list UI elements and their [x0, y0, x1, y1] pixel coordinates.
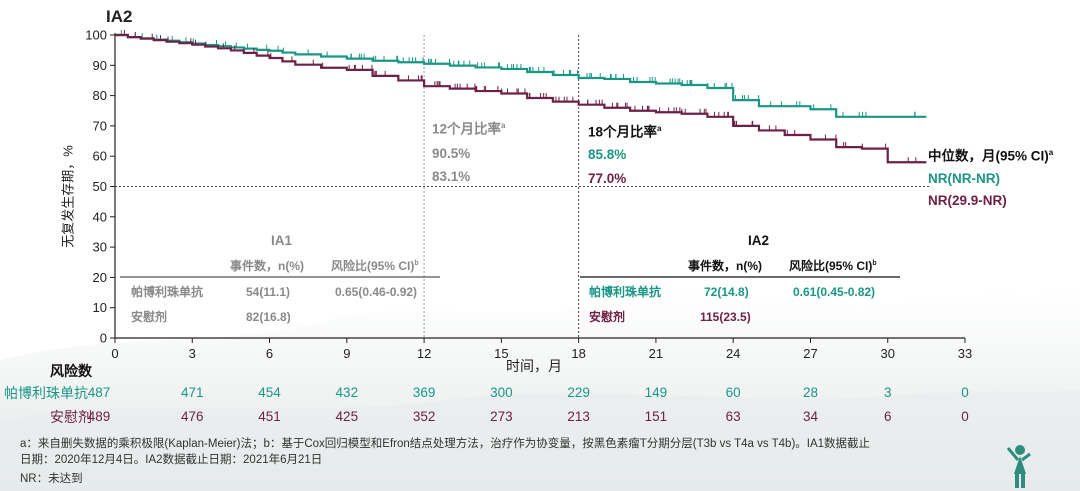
y-tick-label: 60 [93, 149, 107, 164]
risk-table-title: 风险数 [50, 363, 92, 379]
ia1-row2-arm: 安慰剂 [131, 310, 168, 324]
median-placebo: NR(29.9-NR) [928, 193, 1007, 208]
x-tick-label: 15 [494, 346, 508, 361]
risk-cell-pembro: 487 [87, 385, 111, 400]
risk-cell-placebo: 476 [181, 409, 204, 424]
risk-cell-placebo: 451 [258, 409, 281, 424]
risk-cell-pembro: 60 [725, 385, 741, 400]
x-tick-label: 12 [417, 346, 431, 361]
ia1-col-hr: 风险比(95% CI)b [331, 259, 419, 273]
chart-title: IA2 [106, 7, 133, 26]
figure-silhouette-icon [1006, 445, 1031, 488]
risk-cell-placebo: 34 [802, 409, 818, 424]
x-tick-label: 30 [880, 346, 894, 361]
x-tick-label: 6 [266, 346, 273, 361]
km-curve-pembro [115, 33, 927, 118]
y-tick-label: 50 [93, 179, 107, 194]
risk-row-placebo-label: 安慰剂 [50, 409, 92, 425]
risk-row-pembro-label: 帕博利珠单抗 [4, 385, 88, 401]
x-tick-label: 0 [111, 346, 118, 361]
y-tick-label: 30 [93, 240, 107, 255]
x-tick-label: 21 [649, 346, 663, 361]
risk-cell-pembro: 432 [335, 385, 359, 400]
ia2-col-hr: 风险比(95% CI)b [789, 259, 877, 273]
median-pembro: NR(NR-NR) [928, 171, 1000, 186]
ia2-row2-arm: 安慰剂 [589, 310, 626, 324]
rate12-pembro: 90.5% [432, 146, 471, 161]
y-tick-label: 0 [100, 331, 107, 346]
risk-cell-placebo: 352 [412, 409, 436, 424]
rate18-placebo: 77.0% [588, 171, 627, 186]
y-tick-label: 100 [85, 28, 107, 43]
risk-cell-pembro: 300 [490, 385, 513, 400]
ia1-row1-arm: 帕博利珠单抗 [131, 285, 204, 299]
ia2-row1-hr: 0.61(0.45-0.82) [793, 285, 876, 299]
ia1-col-events: 事件数，n(%) [230, 259, 304, 273]
x-tick-label: 9 [343, 346, 350, 361]
ia2-title: IA2 [748, 233, 770, 248]
x-tick-label: 24 [726, 346, 740, 361]
rate12-title: 12个月比率a [432, 121, 506, 137]
risk-cell-placebo: 6 [883, 409, 892, 424]
risk-cell-pembro: 454 [258, 385, 281, 400]
ia1-row1-events: 54(11.1) [246, 285, 291, 299]
rate18-pembro: 85.8% [588, 147, 627, 162]
median-title: 中位数，月(95% CI)a [928, 148, 1054, 164]
risk-cell-pembro: 369 [412, 385, 436, 400]
x-tick-label: 18 [571, 346, 585, 361]
ia1-title: IA1 [271, 233, 293, 248]
ia1-row1-hr: 0.65(0.46-0.92) [335, 285, 418, 299]
x-tick-label: 33 [958, 346, 972, 361]
y-tick-label: 70 [93, 118, 107, 133]
risk-cell-pembro: 471 [181, 385, 204, 400]
x-tick-label: 27 [803, 346, 817, 361]
risk-cell-pembro: 149 [644, 385, 668, 400]
footnote-line2: 日期：2020年12月4日。IA2数据截止日期：2021年6月21日 [20, 454, 323, 466]
footnote-line1: a：来自删失数据的乘积极限(Kaplan-Meier)法；b：基于Cox回归模型… [20, 438, 871, 450]
rate18-title: 18个月比率a [588, 124, 662, 140]
y-tick-label: 40 [93, 209, 107, 224]
footnote-line3: NR：未达到 [20, 473, 83, 485]
risk-cell-pembro: 28 [802, 385, 818, 400]
risk-cell-placebo: 151 [644, 409, 668, 424]
risk-cell-placebo: 273 [490, 409, 513, 424]
rate12-placebo: 83.1% [432, 169, 471, 184]
y-axis-label: 无复发生存期，% [60, 145, 76, 248]
y-tick-label: 10 [93, 300, 107, 315]
y-tick-label: 20 [93, 270, 107, 285]
risk-cell-pembro: 229 [567, 385, 590, 400]
risk-cell-placebo: 0 [961, 409, 969, 424]
risk-cell-placebo: 425 [335, 409, 359, 424]
ia1-row2-events: 82(16.8) [246, 310, 291, 324]
risk-cell-pembro: 3 [883, 385, 892, 400]
y-tick-label: 90 [93, 58, 107, 73]
risk-cell-placebo: 489 [87, 409, 111, 424]
x-tick-label: 3 [189, 346, 196, 361]
risk-cell-placebo: 213 [567, 409, 590, 424]
ia2-row1-events: 72(14.8) [704, 285, 749, 299]
ia2-row2-events: 115(23.5) [700, 310, 751, 324]
risk-cell-placebo: 63 [725, 409, 741, 424]
risk-cell-pembro: 0 [961, 385, 969, 400]
x-axis-label: 时间，月 [506, 358, 562, 374]
km-curve-placebo [115, 33, 927, 164]
ia2-col-events: 事件数，n(%) [688, 259, 762, 273]
y-tick-label: 80 [93, 88, 107, 103]
ia2-row1-arm: 帕博利珠单抗 [589, 285, 662, 299]
